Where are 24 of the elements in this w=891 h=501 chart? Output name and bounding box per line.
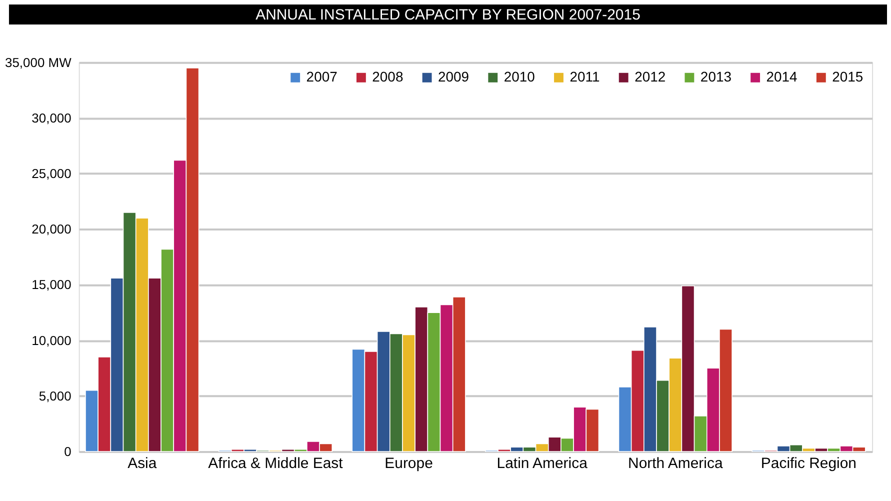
legend-label: 2011	[570, 68, 600, 85]
legend-label: 2015	[832, 68, 864, 85]
y-tick-label: 15,000	[32, 277, 72, 292]
x-tick-label: North America	[628, 454, 724, 472]
legend-label: 2010	[504, 68, 536, 85]
x-tick-label: Africa & Middle East	[208, 454, 344, 472]
x-tick-label: Asia	[128, 454, 158, 472]
y-tick-label: 0	[64, 444, 72, 460]
y-tick-label: 25,000	[32, 166, 72, 182]
legend-label: 2013	[700, 68, 732, 85]
x-tick-label: Pacific Region	[760, 454, 857, 472]
legend-label: 2007	[306, 68, 338, 85]
y-tick-label: 10,000	[32, 332, 72, 348]
legend-label: 2008	[372, 68, 404, 85]
legend-label: 2014	[766, 68, 798, 85]
chart-title: ANNUAL INSTALLED CAPACITY BY REGION 2007-2015	[256, 6, 640, 24]
x-tick-label: Latin America	[496, 454, 588, 472]
y-tick-label: 5,000	[38, 388, 72, 404]
y-tick-label: 35,000 MW	[5, 54, 72, 70]
y-tick-label: 30,000	[32, 110, 72, 126]
x-tick-label: Europe	[384, 454, 433, 472]
legend-label: 2012	[634, 68, 666, 85]
y-tick-label: 20,000	[32, 222, 72, 237]
legend-label: 2009	[438, 68, 470, 85]
